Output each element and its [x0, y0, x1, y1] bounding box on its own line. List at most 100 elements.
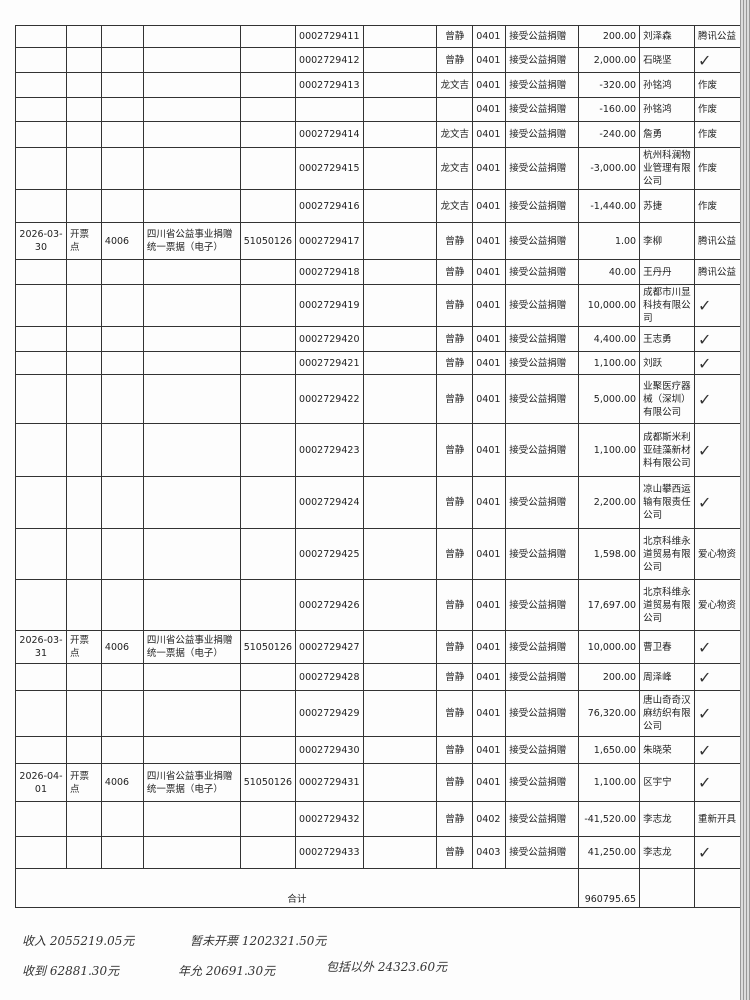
receipt-number-cell: 0002729417: [295, 222, 364, 260]
blank-cell: [362, 147, 438, 190]
blank-cell: [362, 121, 438, 148]
item-cell: 接受公益捐赠: [505, 690, 580, 737]
operator-cell: 曾静: [436, 222, 474, 260]
operator-cell: 龙文吉: [436, 121, 474, 148]
type-cell: [65, 97, 102, 122]
operator-cell: [436, 97, 474, 122]
code-cell: [100, 147, 144, 190]
receipt-name-cell: [142, 579, 241, 631]
type-cell: [65, 326, 102, 352]
receipt-name-cell: [142, 25, 241, 48]
type-cell: [65, 351, 102, 375]
receipt-name-cell: [142, 528, 241, 580]
blank-cell: [362, 326, 438, 352]
payer-cell: 孙铭鸿: [639, 72, 696, 98]
org-code-cell: [239, 736, 297, 764]
type-cell: [65, 259, 102, 285]
operator-cell: 曾静: [436, 528, 474, 580]
date-cell: [15, 663, 67, 691]
receipt-number-cell: 0002729411: [295, 25, 364, 48]
item-cell: 接受公益捐赠: [505, 284, 580, 327]
receipt-number-cell: 0002729418: [295, 259, 364, 285]
payer-cell: 凉山攀西运输有限责任公司: [639, 476, 696, 529]
org-code-cell: [239, 374, 297, 424]
receipt-name-cell: 四川省公益事业捐赠统一票据（电子）: [142, 222, 241, 260]
table-row: 0002729422 曾静 0401 接受公益捐赠 5,000.00 业聚医疗器械（深圳）…: [15, 374, 750, 424]
amount-cell: 1,100.00: [578, 423, 641, 477]
receipt-name-cell: [142, 836, 241, 869]
payer-cell: 业聚医疗器械（深圳）有限公司: [639, 374, 696, 424]
category-code-cell: 0401: [472, 736, 507, 764]
operator-cell: 曾静: [436, 351, 474, 375]
category-code-cell: 0401: [472, 663, 507, 691]
receipt-number-cell: 0002729427: [295, 630, 364, 664]
org-code-cell: [239, 72, 297, 98]
table-row: 0002729419 曾静 0401 接受公益捐赠 10,000.00 成都市川显科技有限…: [15, 284, 750, 327]
item-cell: 接受公益捐赠: [505, 801, 580, 837]
blank-cell: [362, 72, 438, 98]
receipt-number-cell: 0002729426: [295, 579, 364, 631]
category-code-cell: 0401: [472, 579, 507, 631]
org-code-cell: [239, 121, 297, 148]
category-code-cell: 0401: [472, 25, 507, 48]
type-cell: 开票点: [65, 630, 102, 664]
blank-cell: [362, 374, 438, 424]
operator-cell: 曾静: [436, 284, 474, 327]
receipt-name-cell: [142, 259, 241, 285]
receipt-number-cell: [295, 97, 364, 122]
receipt-number-cell: 0002729416: [295, 189, 364, 223]
org-code-cell: [239, 147, 297, 190]
operator-cell: 曾静: [436, 25, 474, 48]
receipt-name-cell: [142, 801, 241, 837]
date-cell: [15, 579, 67, 631]
item-cell: 接受公益捐赠: [505, 121, 580, 148]
payer-cell: 李志龙: [639, 801, 696, 837]
item-cell: 接受公益捐赠: [505, 222, 580, 260]
date-cell: [15, 351, 67, 375]
date-cell: [15, 423, 67, 477]
code-cell: [100, 423, 144, 477]
amount-cell: 76,320.00: [578, 690, 641, 737]
item-cell: 接受公益捐赠: [505, 374, 580, 424]
item-cell: 接受公益捐赠: [505, 72, 580, 98]
item-cell: 接受公益捐赠: [505, 528, 580, 580]
item-cell: 接受公益捐赠: [505, 579, 580, 631]
date-cell: [15, 72, 67, 98]
date-cell: [15, 47, 67, 73]
payer-cell: 周泽峰: [639, 663, 696, 691]
type-cell: [65, 736, 102, 764]
org-code-cell: [239, 25, 297, 48]
donation-receipt-table: 0002729411 曾静 0401 接受公益捐赠 200.00 刘泽森 腾讯公益 00027…: [14, 25, 750, 908]
org-code-cell: [239, 259, 297, 285]
type-cell: [65, 121, 102, 148]
amount-cell: 1,100.00: [578, 763, 641, 802]
amount-cell: 1,598.00: [578, 528, 641, 580]
date-cell: [15, 836, 67, 869]
amount-cell: 41,250.00: [578, 836, 641, 869]
date-cell: [15, 528, 67, 580]
type-cell: 开票点: [65, 763, 102, 802]
table-row: 0002729428 曾静 0401 接受公益捐赠 200.00 周泽峰 ✓: [15, 663, 750, 691]
amount-cell: -320.00: [578, 72, 641, 98]
payer-cell: 成都斯米利亚硅藻新材料有限公司: [639, 423, 696, 477]
amount-cell: 1,650.00: [578, 736, 641, 764]
code-cell: 4006: [100, 763, 144, 802]
payer-cell: 王志勇: [639, 326, 696, 352]
item-cell: 接受公益捐赠: [505, 736, 580, 764]
amount-cell: 1,100.00: [578, 351, 641, 375]
code-cell: [100, 528, 144, 580]
amount-cell: 10,000.00: [578, 630, 641, 664]
date-cell: [15, 25, 67, 48]
type-cell: [65, 690, 102, 737]
org-code-cell: [239, 663, 297, 691]
operator-cell: 曾静: [436, 663, 474, 691]
code-cell: [100, 284, 144, 327]
code-cell: [100, 326, 144, 352]
receipt-name-cell: 四川省公益事业捐赠统一票据（电子）: [142, 630, 241, 664]
blank-cell: [362, 663, 438, 691]
org-code-cell: [239, 423, 297, 477]
code-cell: [100, 579, 144, 631]
item-cell: 接受公益捐赠: [505, 97, 580, 122]
code-cell: [100, 476, 144, 529]
type-cell: 开票点: [65, 222, 102, 260]
